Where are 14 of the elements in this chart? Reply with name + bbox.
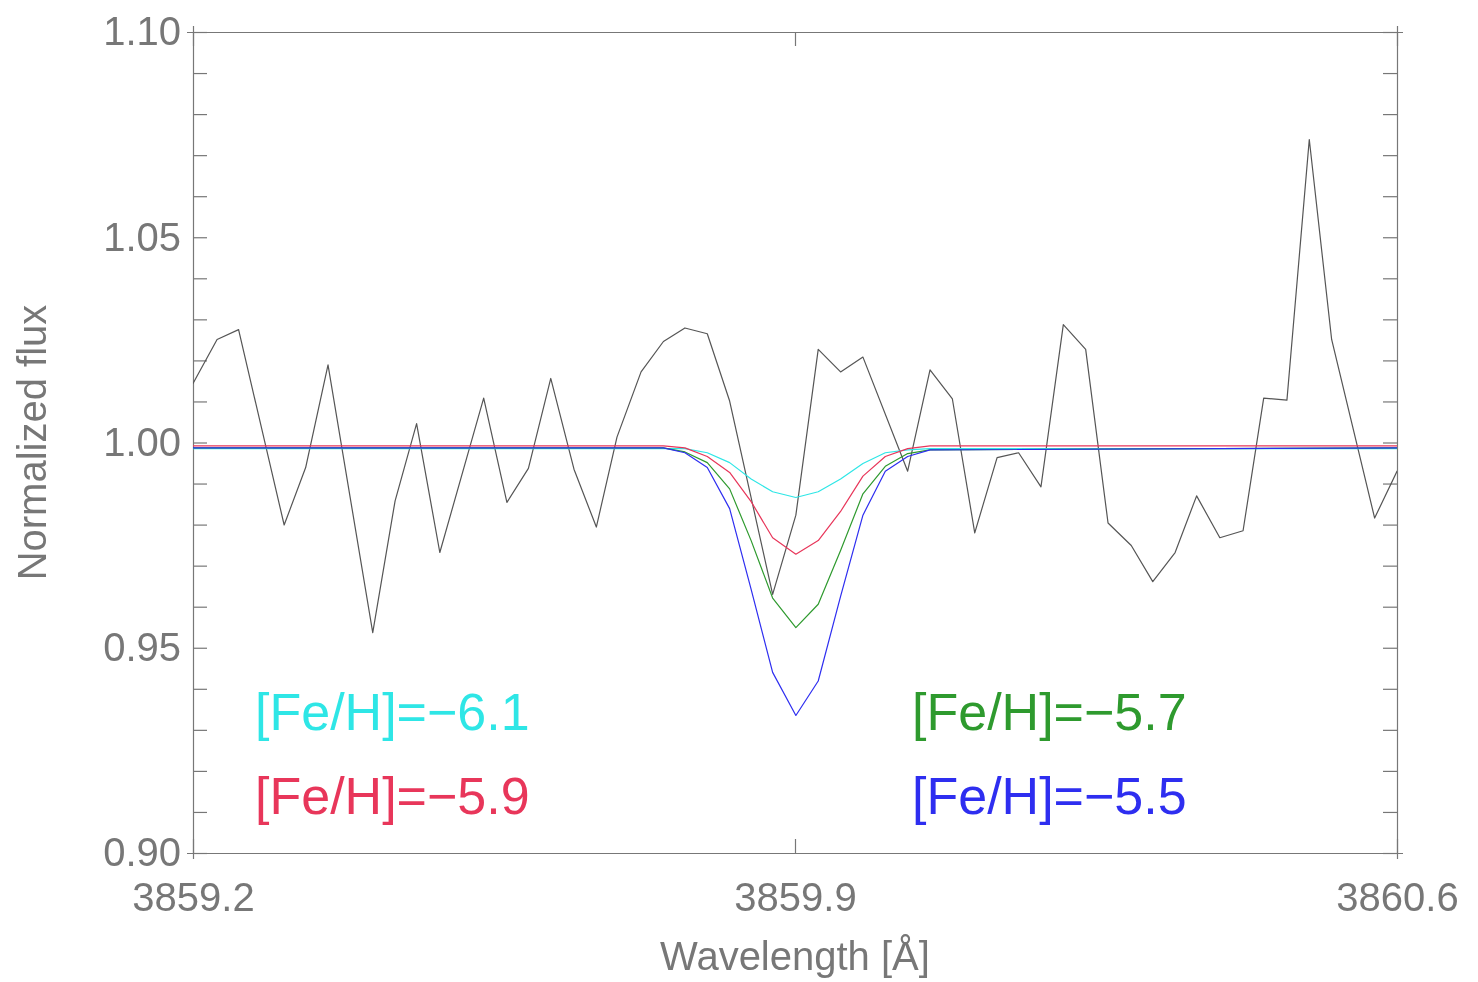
x-tick-label: 3860.6 — [1336, 875, 1459, 920]
x-axis-title: Wavelength [Å] — [660, 934, 930, 978]
y-tick-label: 1.05 — [103, 214, 181, 259]
text: [Fe/H]=−5.5 — [912, 767, 1187, 826]
y-tick-label: 0.90 — [103, 830, 181, 875]
x-tick-label: 3859.2 — [132, 875, 255, 920]
text: [Fe/H]=−6.1 — [255, 683, 530, 742]
x-tick-label: 3859.9 — [734, 875, 857, 920]
y-tick-label: 1.00 — [103, 419, 181, 464]
text: [Fe/H]=−5.9 — [255, 767, 530, 826]
y-tick-label: 0.95 — [103, 625, 181, 670]
text: [Fe/H]=−5.7 — [912, 683, 1187, 742]
y-tick-label: 1.10 — [103, 9, 181, 54]
y-axis-title: Normalized flux — [10, 304, 54, 581]
